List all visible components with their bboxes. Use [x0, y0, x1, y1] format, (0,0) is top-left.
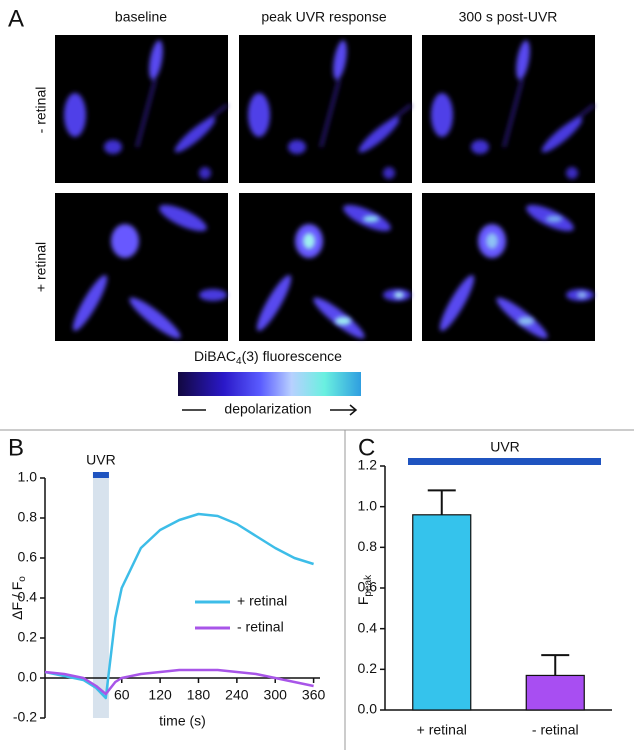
bar [525, 674, 585, 711]
colorbar-title: DiBAC4(3) fluorescence [194, 348, 342, 367]
line-series [44, 668, 314, 696]
y-tick-label: 0.8 [358, 538, 378, 554]
panel-label: A [8, 5, 24, 32]
line-series [44, 512, 314, 700]
panel-label: B [8, 434, 24, 461]
y-tick-label: 0.0 [358, 701, 378, 717]
micrograph [422, 35, 595, 183]
column-title: peak UVR response [261, 9, 387, 25]
y-tick-label: -0.2 [13, 709, 37, 725]
micrograph [422, 193, 595, 343]
y-axis-label: Fpeak [355, 574, 374, 605]
y-tick-label: 0.4 [358, 619, 378, 635]
y-tick-label: 1.0 [18, 469, 38, 485]
y-tick-label: 1.0 [358, 497, 378, 513]
y-tick-label: 0.6 [18, 549, 38, 565]
annotation: UVR [490, 439, 520, 455]
y-tick-label: 0.8 [18, 509, 38, 525]
row-label: - retinal [33, 87, 49, 134]
y-axis-label: peak [363, 574, 374, 597]
x-tick-label: 180 [187, 687, 211, 703]
y-axis-label: F [355, 597, 371, 606]
bar [412, 514, 472, 711]
micrograph [55, 35, 228, 183]
legend-label: - retinal [237, 619, 284, 635]
x-tick-label: 240 [225, 687, 249, 703]
y-tick-label: 0.0 [18, 669, 38, 685]
x-tick-label: - retinal [532, 722, 579, 738]
micrograph [239, 35, 412, 183]
y-tick-label: 0.2 [358, 660, 378, 676]
uvr-bar [92, 472, 109, 478]
annotation: UVR [86, 452, 116, 468]
column-title: baseline [115, 9, 167, 25]
colorbar [178, 372, 361, 396]
y-tick-label: 0.4 [18, 589, 38, 605]
x-tick-label: 300 [264, 687, 288, 703]
arrow [330, 404, 358, 416]
y-axis-label: o [17, 576, 28, 582]
column-title: 300 s post-UVR [459, 9, 558, 25]
x-tick-label: 360 [302, 687, 326, 703]
y-tick-label: 0.2 [18, 629, 38, 645]
x-tick-label: + retinal [417, 722, 467, 738]
legend-label: + retinal [237, 593, 287, 609]
x-tick-label: 120 [148, 687, 172, 703]
y-tick-label: 1.2 [358, 457, 378, 473]
micrograph [55, 193, 228, 343]
uvr-bar [408, 458, 601, 465]
x-axis-label: time (s) [159, 713, 206, 729]
row-label: + retinal [33, 242, 49, 292]
y-tick-label: 0.6 [358, 579, 378, 595]
x-tick-label: 60 [114, 687, 130, 703]
panel-label: C [358, 434, 375, 461]
micrograph [239, 193, 412, 343]
y-axis-label: ΔF / F [9, 582, 25, 620]
y-axis-label: ΔF / Fo [9, 576, 28, 620]
shaded-span [92, 472, 109, 718]
colorbar-caption: depolarization [224, 401, 311, 417]
